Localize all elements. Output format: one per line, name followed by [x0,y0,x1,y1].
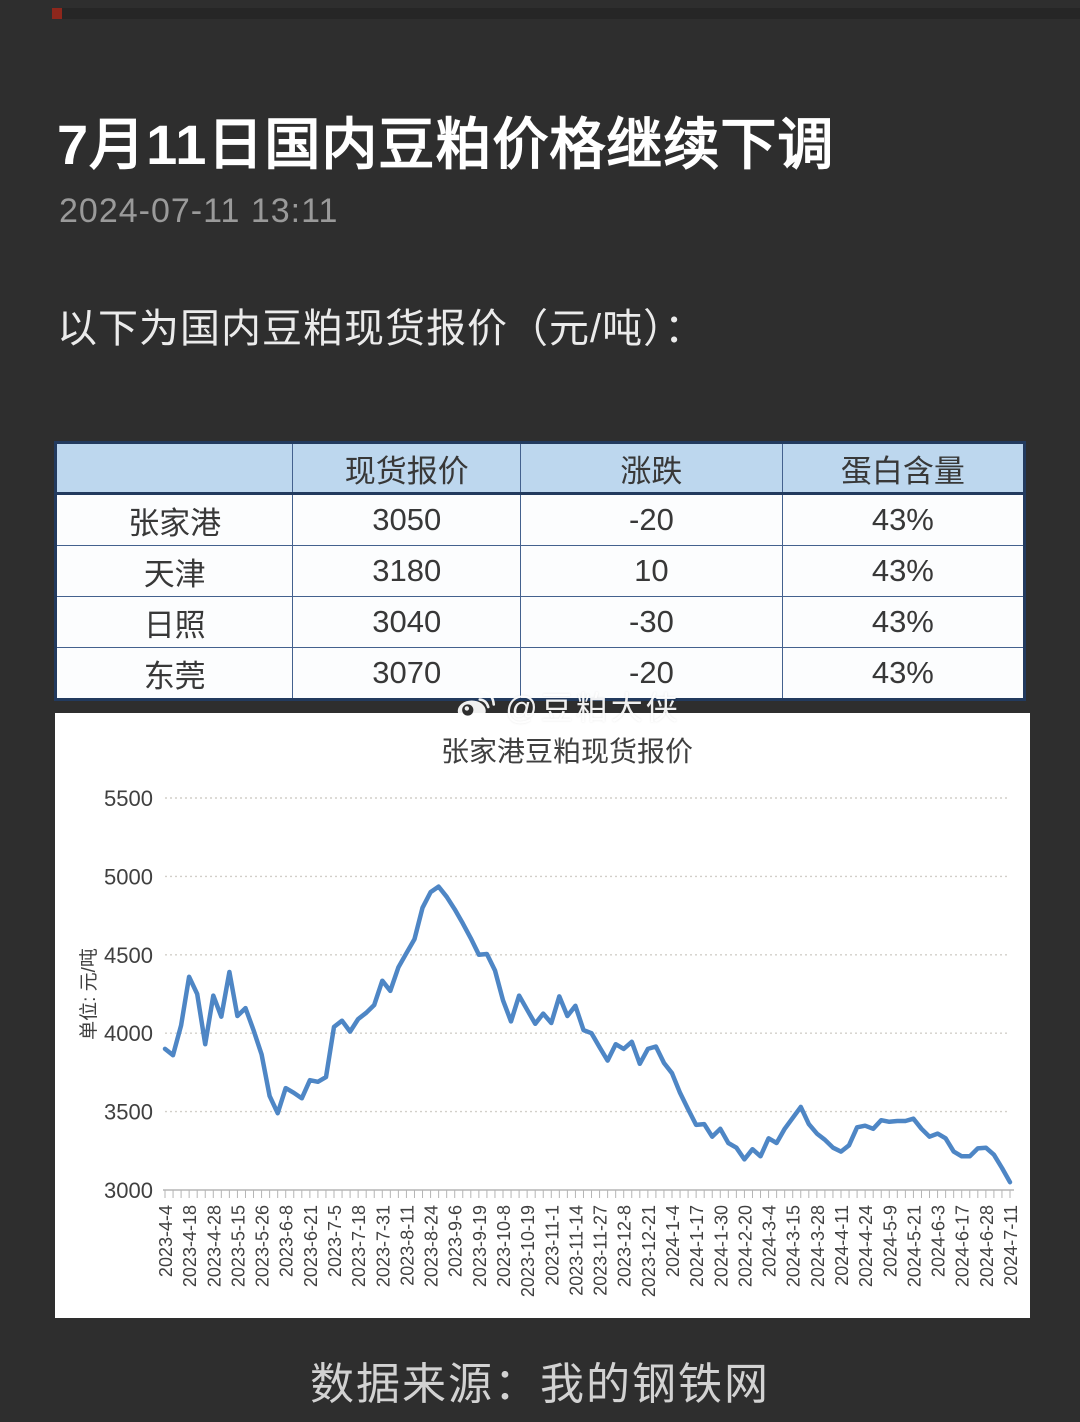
table-row: 天津 3180 10 43% [54,545,1026,597]
x-tick-label: 2023-7-5 [325,1205,345,1277]
page-title: 7月11日国内豆粕价格继续下调 [57,112,835,176]
x-tick-label: 2024-3-15 [784,1205,804,1287]
x-tick-label: 2023-12-8 [615,1205,635,1287]
y-tick-label: 4000 [104,1021,153,1046]
x-tick-label: 2024-4-11 [832,1205,852,1286]
cell-city: 天津 [54,545,294,597]
y-tick-label: 5500 [104,786,153,811]
x-tick-label: 2024-3-28 [808,1205,828,1287]
x-tick-label: 2024-6-28 [977,1205,997,1287]
intro-text: 以下为国内豆粕现货报价（元/吨）： [57,307,706,351]
header-change: 涨跌 [520,442,783,495]
x-tick-label: 2023-4-4 [156,1205,176,1277]
cell-price: 3050 [292,493,522,546]
x-tick-label: 2023-12-21 [639,1205,659,1297]
cell-city: 张家港 [54,493,294,546]
x-tick-label: 2023-8-24 [422,1205,442,1287]
table-header-row: 现货报价 涨跌 蛋白含量 [54,442,1026,495]
x-tick-label: 2024-1-30 [711,1205,731,1287]
x-tick-label: 2023-7-18 [349,1205,369,1287]
x-tick-label: 2023-10-19 [518,1205,538,1297]
x-tick-label: 2023-10-8 [494,1205,514,1287]
cell-price: 3180 [292,545,522,597]
weibo-icon [455,686,496,726]
cell-protein: 43% [781,647,1026,700]
x-tick-label: 2023-9-6 [446,1205,466,1277]
publish-timestamp: 2024-07-11 13:11 [59,192,339,230]
y-tick-label: 3000 [104,1178,153,1203]
price-line-chart: 张家港豆粕现货报价 3000 3500 4000 4500 5000 5500 单位: 元/吨… [55,713,1030,1318]
x-tick-label: 2024-5-9 [880,1205,900,1277]
x-tick-label: 2024-2-20 [735,1205,755,1287]
table-row: 日照 3040 -30 43% [54,596,1026,648]
chart-svg: 张家港豆粕现货报价 3000 3500 4000 4500 5000 5500 单位: 元/吨… [78,736,1021,1297]
x-tick-label: 2023-7-31 [373,1205,393,1287]
cell-city: 东莞 [54,647,294,700]
x-tick-label: 2024-1-4 [663,1205,683,1277]
cell-price: 3040 [292,596,522,648]
header-spot-price: 现货报价 [292,442,522,495]
cell-change: 10 [520,545,783,597]
y-tick-label: 3500 [104,1100,153,1125]
x-tick-label: 2023-6-8 [277,1205,297,1277]
watermark-text: @豆粕大侠 [505,690,681,726]
header-city [54,442,294,495]
x-tick-label: 2023-5-26 [253,1205,273,1287]
table-row: 东莞 3070 -20 43% [54,647,1026,700]
x-tick-label: 2024-4-24 [856,1205,876,1287]
x-tick-label: 2023-5-15 [228,1205,248,1287]
progress-indicator [52,8,62,19]
x-tick-label: 2024-5-21 [904,1205,924,1287]
x-tick-label: 2023-8-11 [397,1205,417,1286]
y-axis-label: 单位: 元/吨 [78,948,100,1040]
x-tick-label: 2024-6-17 [953,1205,973,1287]
x-tick-label: 2024-7-11 [1001,1205,1021,1286]
x-tick-label: 2023-9-19 [470,1205,490,1287]
header-protein: 蛋白含量 [781,442,1026,495]
x-tick-label: 2023-11-14 [566,1205,586,1296]
cell-protein: 43% [781,596,1026,648]
top-progress-strip [52,8,1080,19]
data-source-footer: 数据来源：我的钢铁网 [310,1360,770,1409]
table-row: 张家港 3050 -20 43% [54,493,1026,546]
cell-change: -20 [520,647,783,700]
chart-title: 张家港豆粕现货报价 [441,736,693,767]
cell-change: -20 [520,493,783,546]
x-tick-label: 2023-11-1 [542,1205,562,1286]
x-tick-label: 2023-11-27 [591,1205,611,1296]
x-tick-label: 2023-4-28 [204,1205,224,1287]
cell-protein: 43% [781,545,1026,597]
y-tick-label: 5000 [104,864,153,889]
x-tick-label: 2023-4-18 [180,1205,200,1287]
x-tick-label: 2024-1-17 [687,1205,707,1287]
y-tick-label: 4500 [104,943,153,968]
cell-change: -30 [520,596,783,648]
price-table: 现货报价 涨跌 蛋白含量 张家港 3050 -20 43% 天津 3180 10… [54,441,1026,701]
cell-city: 日照 [54,596,294,648]
x-tick-label: 2024-3-4 [760,1205,780,1277]
x-tick-label: 2024-6-3 [929,1205,949,1277]
x-tick-label: 2023-6-21 [301,1205,321,1287]
price-series-line [162,884,1013,1185]
cell-protein: 43% [781,493,1026,546]
watermark: @豆粕大侠 [455,683,681,729]
